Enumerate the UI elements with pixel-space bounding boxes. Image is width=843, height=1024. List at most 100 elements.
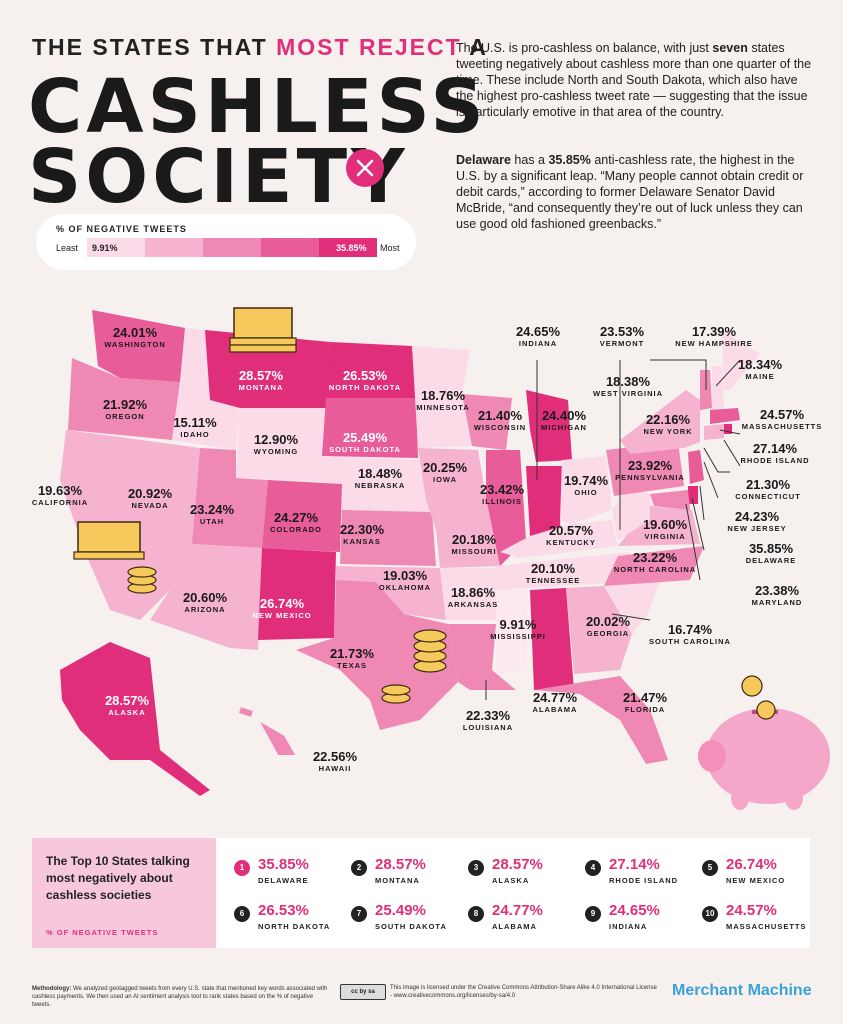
license-note: This image is licensed under the Creativ… — [390, 985, 657, 999]
state-shape-iowa — [418, 448, 486, 500]
state-percent: 26.74% — [259, 596, 305, 611]
rank-badge: 1 — [234, 860, 250, 876]
methodology-label: Methodology: — [32, 986, 72, 992]
state-percent: 24.65% — [515, 324, 561, 339]
state-name: TENNESSEE — [525, 576, 581, 585]
p2-text-b: anti-cashless rate, the highest in the U… — [456, 153, 804, 231]
state-percent: 23.38% — [754, 583, 800, 598]
state-percent: 18.76% — [420, 388, 466, 403]
state-shape-texas — [296, 580, 458, 730]
state-percent: 20.92% — [127, 486, 173, 501]
state-percent: 16.74% — [667, 622, 713, 637]
state-name: GEORGIA — [586, 629, 630, 638]
rank-state-name: RHODE ISLAND — [609, 876, 679, 885]
state-name: FLORIDA — [624, 705, 666, 714]
state-name: OHIO — [574, 488, 598, 497]
state-label-south-dakota: 25.49% SOUTH DAKOTA — [329, 430, 401, 454]
state-name: IDAHO — [180, 430, 210, 439]
state-name: KANSAS — [343, 537, 381, 546]
state-label-florida: 21.47% FLORIDA — [623, 690, 667, 714]
state-shape-new-york — [620, 390, 700, 454]
state-label-delaware: 35.85% DELAWARE — [746, 541, 797, 565]
state-name: CALIFORNIA — [31, 498, 89, 507]
state-label-wisconsin: 21.40% WISCONSIN — [474, 408, 526, 432]
state-label-vermont: 23.53% VERMONT — [600, 324, 645, 348]
state-label-kentucky: 20.57% KENTUCKY — [546, 523, 596, 547]
state-name: VIRGINIA — [644, 532, 686, 541]
state-label-idaho: 15.11% IDAHO — [173, 415, 216, 439]
state-percent: 18.38% — [605, 374, 651, 389]
state-shape-connecticut — [704, 424, 724, 440]
legend-min-value: 9.91% — [92, 243, 118, 253]
state-label-massachusetts: 24.57% MASSACHUSETTS — [742, 407, 823, 431]
state-percent: 20.10% — [530, 561, 576, 576]
state-name: MONTANA — [238, 383, 284, 392]
state-label-tennessee: 20.10% TENNESSEE — [526, 561, 580, 585]
state-name: MARYLAND — [751, 598, 803, 607]
state-shape-maryland — [650, 490, 690, 510]
rank-state-name: SOUTH DAKOTA — [375, 922, 447, 931]
legend-title: % OF NEGATIVE TWEETS — [56, 224, 187, 234]
cash-bills-icon — [73, 307, 297, 560]
state-name: TEXAS — [336, 661, 367, 670]
state-label-alabama: 24.77% ALABAMA — [533, 690, 578, 714]
state-name: IOWA — [433, 475, 457, 484]
rank-percent: 35.85% — [258, 856, 309, 873]
state-name: ALABAMA — [532, 705, 578, 714]
state-shape-south-dakota — [322, 398, 418, 458]
state-percent: 24.01% — [112, 325, 158, 340]
state-name: PENNSYLVANIA — [615, 473, 685, 482]
legend-color-scale — [87, 238, 377, 257]
state-name: OREGON — [105, 412, 145, 421]
title-line-1: THE STATES THAT MOST REJECT A — [32, 34, 488, 61]
state-name: WEST VIRGINIA — [592, 389, 664, 398]
state-shape-arizona — [150, 544, 262, 650]
state-label-missouri: 20.18% MISSOURI — [451, 532, 496, 556]
state-label-colorado: 24.27% COLORADO — [270, 510, 322, 534]
state-name: INDIANA — [518, 339, 558, 348]
state-percent: 21.92% — [102, 397, 148, 412]
state-label-montana: 28.57% MONTANA — [239, 368, 284, 392]
state-name: ILLINOIS — [482, 497, 522, 506]
state-shape-mississippi — [496, 590, 528, 674]
state-percent: 9.91% — [499, 617, 537, 632]
state-percent: 15.11% — [173, 415, 217, 430]
state-name: MISSOURI — [451, 547, 497, 556]
state-name: NORTH DAKOTA — [328, 383, 402, 392]
piggy-bank-icon — [698, 675, 830, 810]
rank-percent: 27.14% — [609, 856, 660, 873]
state-label-california: 19.63% CALIFORNIA — [32, 483, 88, 507]
p2-text-a: has a — [514, 153, 545, 167]
state-percent: 21.73% — [329, 646, 375, 661]
state-label-virginia: 19.60% VIRGINIA — [643, 517, 687, 541]
state-percent: 12.90% — [253, 432, 299, 447]
state-percent: 21.40% — [477, 408, 523, 423]
legend-max-value: 35.85% — [336, 243, 367, 253]
state-shape-wisconsin — [462, 394, 512, 450]
intro-paragraph-2: Delaware has a 35.85% anti-cashless rate… — [456, 152, 816, 232]
state-shape-nebraska — [322, 456, 430, 512]
state-shape-nevada — [108, 436, 200, 590]
rank-state-name: MASSACHUSETTS — [726, 922, 807, 931]
state-label-maine: 18.34% MAINE — [738, 357, 782, 381]
state-label-wyoming: 12.90% WYOMING — [254, 432, 299, 456]
state-percent: 19.60% — [642, 517, 688, 532]
state-shape-west-virginia — [612, 486, 650, 540]
state-name: SOUTH DAKOTA — [329, 445, 401, 454]
state-label-connecticut: 21.30% CONNECTICUT — [735, 477, 801, 501]
state-label-minnesota: 18.76% MINNESOTA — [416, 388, 469, 412]
state-name: OKLAHOMA — [378, 583, 432, 592]
state-shape-georgia — [566, 586, 632, 674]
methodology-text: We analyzed geotagged tweets from every … — [32, 986, 328, 1008]
title-cashless: CASHLESS — [28, 64, 488, 150]
state-label-alaska: 28.57% ALASKA — [105, 693, 149, 717]
rank-percent: 24.77% — [492, 902, 543, 919]
state-label-oregon: 21.92% OREGON — [103, 397, 147, 421]
state-name: MAINE — [745, 372, 775, 381]
us-map — [60, 307, 830, 810]
state-label-rhode-island: 27.14% RHODE ISLAND — [740, 441, 809, 465]
state-percent: 24.27% — [273, 510, 319, 525]
state-shape-south-carolina — [604, 580, 660, 634]
brand-logo: Merchant Machine — [672, 982, 812, 999]
state-name: SOUTH CAROLINA — [649, 637, 731, 646]
